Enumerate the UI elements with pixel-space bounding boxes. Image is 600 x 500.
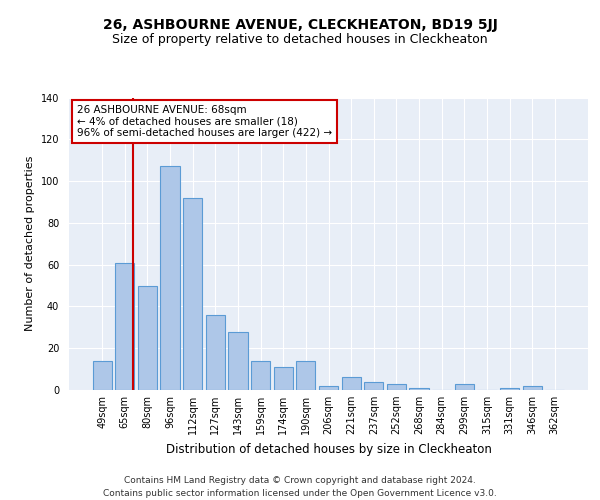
Bar: [92, 361, 112, 390]
Bar: [229, 332, 248, 390]
Text: 26 ASHBOURNE AVENUE: 68sqm
← 4% of detached houses are smaller (18)
96% of semi-: 26 ASHBOURNE AVENUE: 68sqm ← 4% of detac…: [77, 105, 332, 138]
Bar: [500, 388, 519, 390]
Bar: [206, 315, 225, 390]
Y-axis label: Number of detached properties: Number of detached properties: [25, 156, 35, 332]
Bar: [319, 386, 338, 390]
Bar: [455, 384, 474, 390]
Bar: [183, 198, 202, 390]
Text: 26, ASHBOURNE AVENUE, CLECKHEATON, BD19 5JJ: 26, ASHBOURNE AVENUE, CLECKHEATON, BD19 …: [103, 18, 497, 32]
Bar: [115, 262, 134, 390]
Bar: [138, 286, 157, 390]
Bar: [341, 378, 361, 390]
Bar: [387, 384, 406, 390]
Bar: [160, 166, 180, 390]
Bar: [364, 382, 383, 390]
Bar: [251, 361, 270, 390]
Bar: [296, 361, 316, 390]
Bar: [409, 388, 428, 390]
X-axis label: Distribution of detached houses by size in Cleckheaton: Distribution of detached houses by size …: [166, 442, 491, 456]
Text: Contains HM Land Registry data © Crown copyright and database right 2024.
Contai: Contains HM Land Registry data © Crown c…: [103, 476, 497, 498]
Bar: [274, 367, 293, 390]
Text: Size of property relative to detached houses in Cleckheaton: Size of property relative to detached ho…: [112, 32, 488, 46]
Bar: [523, 386, 542, 390]
